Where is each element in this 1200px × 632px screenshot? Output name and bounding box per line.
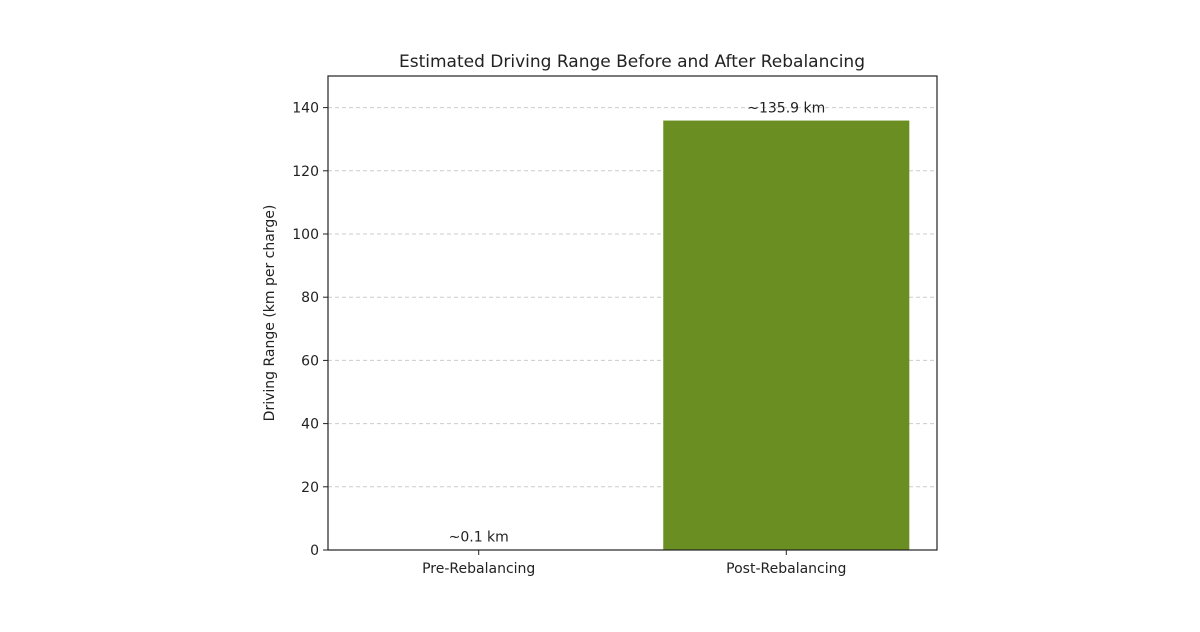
- y-tick-label: 140: [292, 101, 319, 117]
- y-axis-label: Driving Range (km per charge): [262, 205, 278, 422]
- y-tick-label: 80: [301, 290, 319, 306]
- y-tick-label: 20: [301, 480, 319, 496]
- chart-title: Estimated Driving Range Before and After…: [399, 52, 865, 72]
- y-tick-label: 0: [310, 543, 319, 559]
- y-tick-label: 40: [301, 417, 319, 433]
- data-label: ~135.9 km: [747, 101, 825, 117]
- data-label: ~0.1 km: [449, 530, 509, 546]
- x-ticks: Pre-Rebalancing Post-Rebalancing: [422, 550, 846, 577]
- bars: [356, 121, 910, 550]
- y-tick-label: 120: [292, 164, 319, 180]
- bar-post-rebalancing: [663, 121, 909, 550]
- x-tick-label: Pre-Rebalancing: [422, 561, 535, 577]
- y-ticks: 0 20 40 60 80 100 120 140: [292, 101, 328, 559]
- x-tick-label: Post-Rebalancing: [726, 561, 846, 577]
- y-tick-label: 100: [292, 227, 319, 243]
- y-tick-label: 60: [301, 353, 319, 369]
